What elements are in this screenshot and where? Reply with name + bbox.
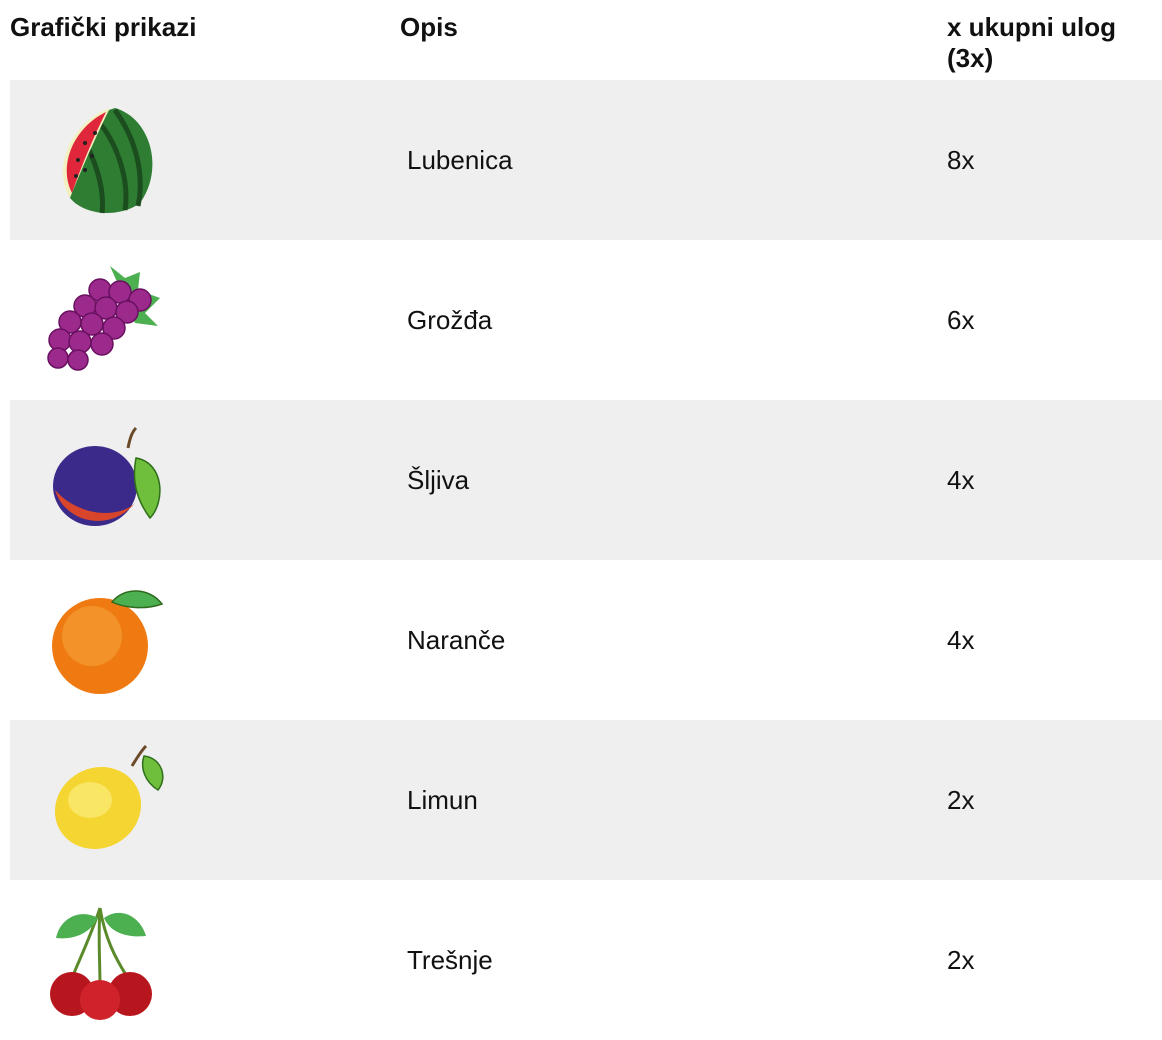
- symbol-name: Naranče: [407, 560, 505, 720]
- table-row: Naranče 4x: [10, 560, 1162, 720]
- table-row: Grožđa 6x: [10, 240, 1162, 400]
- watermelon-icon: [40, 98, 164, 222]
- header-cell: Opis: [400, 12, 458, 43]
- header-cell: x ukupni ulog (3x): [947, 12, 1159, 74]
- table-row: Lubenica 8x: [10, 80, 1162, 240]
- symbol-name: Trešnje: [407, 880, 493, 1040]
- payout: 6x: [947, 240, 974, 400]
- symbol-name: Šljiva: [407, 400, 469, 560]
- orange-icon: [40, 578, 164, 702]
- table-row: Trešnje 2x: [10, 880, 1162, 1040]
- plum-icon: [40, 418, 164, 542]
- page: Grafički prikazi Opis x ukupni ulog (3x)…: [0, 0, 1162, 1010]
- symbol-name: Lubenica: [407, 80, 513, 240]
- symbol-name: Limun: [407, 720, 478, 880]
- symbol-name: Grožđa: [407, 240, 492, 400]
- payout: 4x: [947, 560, 974, 720]
- header-cell: Grafički prikazi: [10, 12, 196, 43]
- payout: 2x: [947, 880, 974, 1040]
- payout: 2x: [947, 720, 974, 880]
- table-row: Limun 2x: [10, 720, 1162, 880]
- payout: 8x: [947, 80, 974, 240]
- grapes-icon: [40, 258, 164, 382]
- payout: 4x: [947, 400, 974, 560]
- table-row: Šljiva 4x: [10, 400, 1162, 560]
- cherries-icon: [40, 898, 164, 1022]
- lemon-icon: [40, 738, 164, 862]
